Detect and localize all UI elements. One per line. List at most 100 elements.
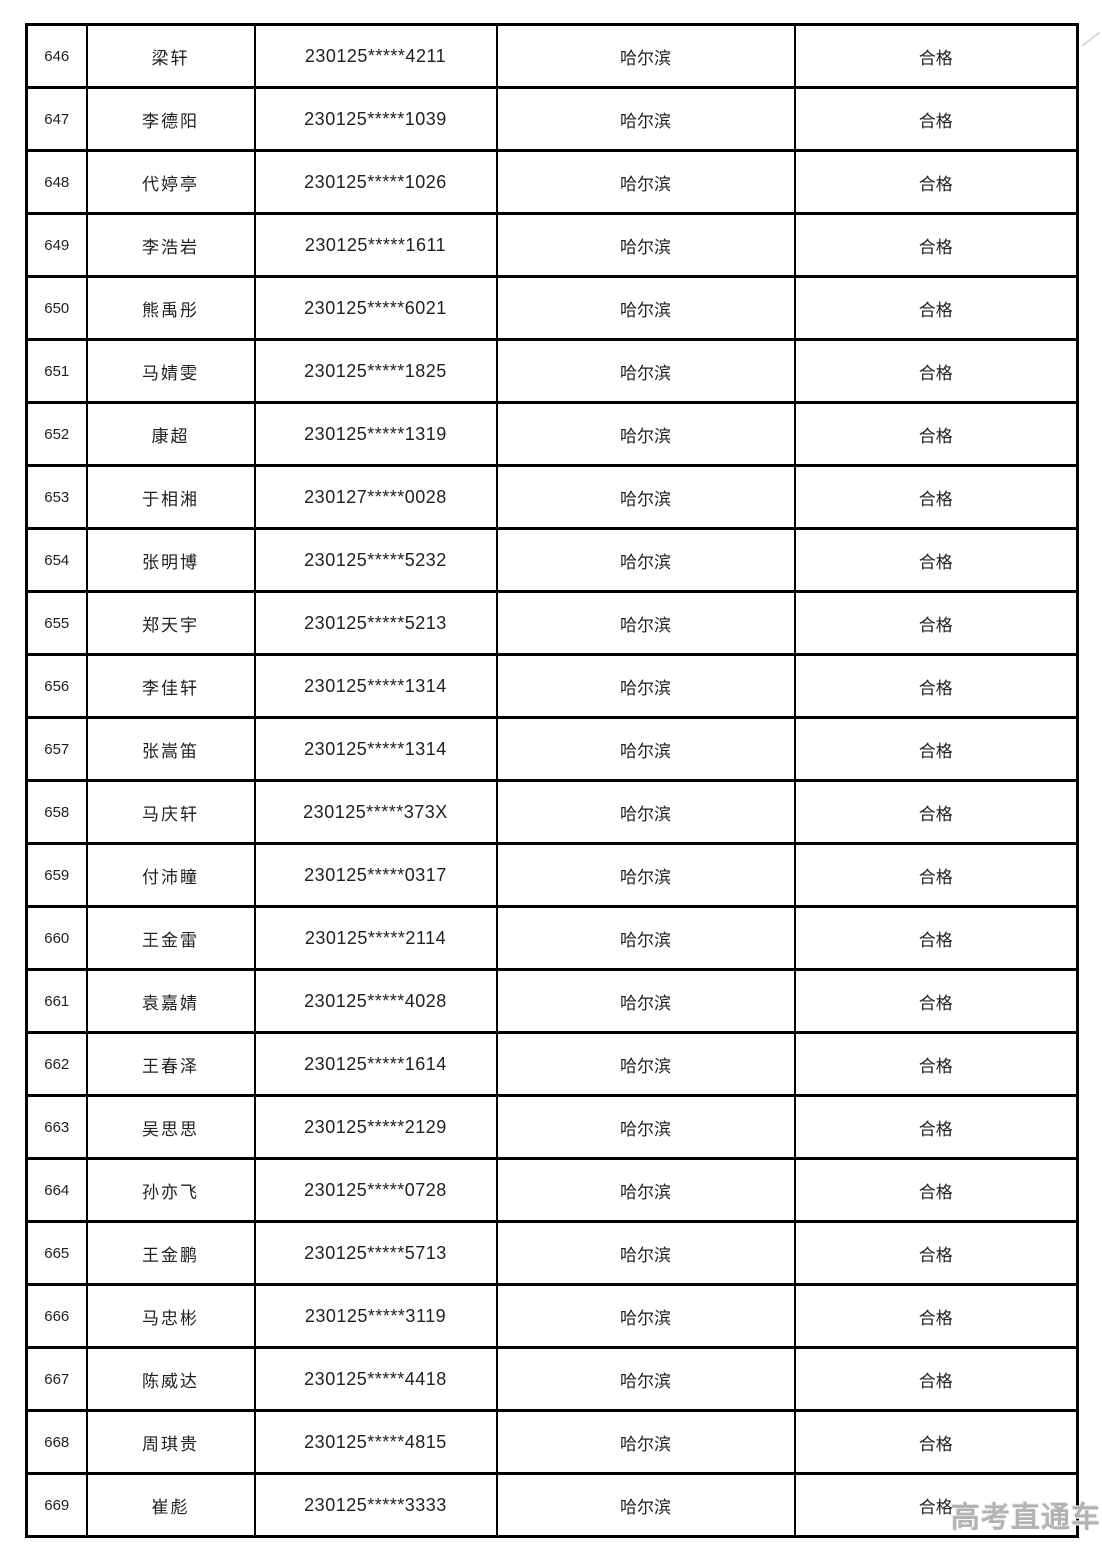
- row-number-cell: 665: [25, 1220, 88, 1286]
- status-cell: 合格: [793, 212, 1079, 278]
- row-number-cell: 654: [25, 527, 88, 593]
- city-cell: 哈尔滨: [495, 968, 796, 1034]
- row-number-cell: 653: [25, 464, 88, 530]
- name-cell: 于相湘: [85, 464, 256, 530]
- table-row: 659 付沛瞳 230125*****0317 哈尔滨 合格: [25, 842, 1079, 908]
- city-cell: 哈尔滨: [495, 1472, 796, 1538]
- id-number-cell: 230125*****5232: [253, 527, 498, 593]
- table-row: 652 康超 230125*****1319 哈尔滨 合格: [25, 401, 1079, 467]
- status-cell: 合格: [793, 338, 1079, 404]
- table-row: 655 郑天宇 230125*****5213 哈尔滨 合格: [25, 590, 1079, 656]
- city-cell: 哈尔滨: [495, 86, 796, 152]
- results-table-body: 646 梁轩 230125*****4211 哈尔滨 合格 647 李德阳 23…: [25, 23, 1079, 1538]
- city-cell: 哈尔滨: [495, 779, 796, 845]
- id-number-cell: 230125*****1039: [253, 86, 498, 152]
- id-number-cell: 230125*****4211: [253, 23, 498, 89]
- row-number-cell: 648: [25, 149, 88, 215]
- city-cell: 哈尔滨: [495, 149, 796, 215]
- table-row: 646 梁轩 230125*****4211 哈尔滨 合格: [25, 23, 1079, 89]
- table-row: 650 熊禹彤 230125*****6021 哈尔滨 合格: [25, 275, 1079, 341]
- status-cell: 合格: [793, 1220, 1079, 1286]
- id-number-cell: 230125*****3119: [253, 1283, 498, 1349]
- city-cell: 哈尔滨: [495, 338, 796, 404]
- row-number-cell: 650: [25, 275, 88, 341]
- name-cell: 张嵩笛: [85, 716, 256, 782]
- id-number-cell: 230125*****1026: [253, 149, 498, 215]
- city-cell: 哈尔滨: [495, 401, 796, 467]
- id-number-cell: 230125*****0317: [253, 842, 498, 908]
- city-cell: 哈尔滨: [495, 527, 796, 593]
- city-cell: 哈尔滨: [495, 1157, 796, 1223]
- id-number-cell: 230125*****6021: [253, 275, 498, 341]
- city-cell: 哈尔滨: [495, 23, 796, 89]
- id-number-cell: 230125*****1825: [253, 338, 498, 404]
- city-cell: 哈尔滨: [495, 1031, 796, 1097]
- status-cell: 合格: [793, 149, 1079, 215]
- name-cell: 熊禹彤: [85, 275, 256, 341]
- row-number-cell: 655: [25, 590, 88, 656]
- city-cell: 哈尔滨: [495, 716, 796, 782]
- row-number-cell: 663: [25, 1094, 88, 1160]
- row-number-cell: 661: [25, 968, 88, 1034]
- status-cell: 合格: [793, 401, 1079, 467]
- name-cell: 代婷亭: [85, 149, 256, 215]
- city-cell: 哈尔滨: [495, 1283, 796, 1349]
- results-table: 646 梁轩 230125*****4211 哈尔滨 合格 647 李德阳 23…: [25, 23, 1079, 1538]
- row-number-cell: 664: [25, 1157, 88, 1223]
- id-number-cell: 230125*****1314: [253, 716, 498, 782]
- row-number-cell: 646: [25, 23, 88, 89]
- name-cell: 郑天宇: [85, 590, 256, 656]
- name-cell: 周琪贵: [85, 1409, 256, 1475]
- id-number-cell: 230125*****4418: [253, 1346, 498, 1412]
- id-number-cell: 230125*****1611: [253, 212, 498, 278]
- id-number-cell: 230125*****2129: [253, 1094, 498, 1160]
- name-cell: 陈威达: [85, 1346, 256, 1412]
- name-cell: 张明博: [85, 527, 256, 593]
- table-row: 654 张明博 230125*****5232 哈尔滨 合格: [25, 527, 1079, 593]
- status-cell: 合格: [793, 1031, 1079, 1097]
- status-cell: 合格: [793, 23, 1079, 89]
- city-cell: 哈尔滨: [495, 1094, 796, 1160]
- id-number-cell: 230125*****2114: [253, 905, 498, 971]
- id-number-cell: 230125*****3333: [253, 1472, 498, 1538]
- table-row: 656 李佳轩 230125*****1314 哈尔滨 合格: [25, 653, 1079, 719]
- table-row: 649 李浩岩 230125*****1611 哈尔滨 合格: [25, 212, 1079, 278]
- name-cell: 吴思思: [85, 1094, 256, 1160]
- table-row: 653 于相湘 230127*****0028 哈尔滨 合格: [25, 464, 1079, 530]
- city-cell: 哈尔滨: [495, 905, 796, 971]
- name-cell: 马庆轩: [85, 779, 256, 845]
- row-number-cell: 649: [25, 212, 88, 278]
- id-number-cell: 230125*****373X: [253, 779, 498, 845]
- status-cell: 合格: [793, 86, 1079, 152]
- row-number-cell: 669: [25, 1472, 88, 1538]
- name-cell: 梁轩: [85, 23, 256, 89]
- status-cell: 合格: [793, 842, 1079, 908]
- table-row: 651 马婧雯 230125*****1825 哈尔滨 合格: [25, 338, 1079, 404]
- status-cell: 合格: [793, 464, 1079, 530]
- row-number-cell: 667: [25, 1346, 88, 1412]
- table-row: 669 崔彪 230125*****3333 哈尔滨 合格: [25, 1472, 1079, 1538]
- row-number-cell: 656: [25, 653, 88, 719]
- name-cell: 康超: [85, 401, 256, 467]
- watermark-text: 高考直通车: [950, 1502, 1101, 1534]
- status-cell: 合格: [793, 1346, 1079, 1412]
- row-number-cell: 662: [25, 1031, 88, 1097]
- status-cell: 合格: [793, 779, 1079, 845]
- id-number-cell: 230127*****0028: [253, 464, 498, 530]
- row-number-cell: 652: [25, 401, 88, 467]
- name-cell: 王金雷: [85, 905, 256, 971]
- row-number-cell: 658: [25, 779, 88, 845]
- name-cell: 崔彪: [85, 1472, 256, 1538]
- status-cell: 合格: [793, 1094, 1079, 1160]
- name-cell: 李德阳: [85, 86, 256, 152]
- name-cell: 孙亦飞: [85, 1157, 256, 1223]
- status-cell: 合格: [793, 905, 1079, 971]
- name-cell: 王春泽: [85, 1031, 256, 1097]
- row-number-cell: 657: [25, 716, 88, 782]
- city-cell: 哈尔滨: [495, 842, 796, 908]
- table-row: 667 陈威达 230125*****4418 哈尔滨 合格: [25, 1346, 1079, 1412]
- name-cell: 王金鹏: [85, 1220, 256, 1286]
- id-number-cell: 230125*****5713: [253, 1220, 498, 1286]
- status-cell: 合格: [793, 1157, 1079, 1223]
